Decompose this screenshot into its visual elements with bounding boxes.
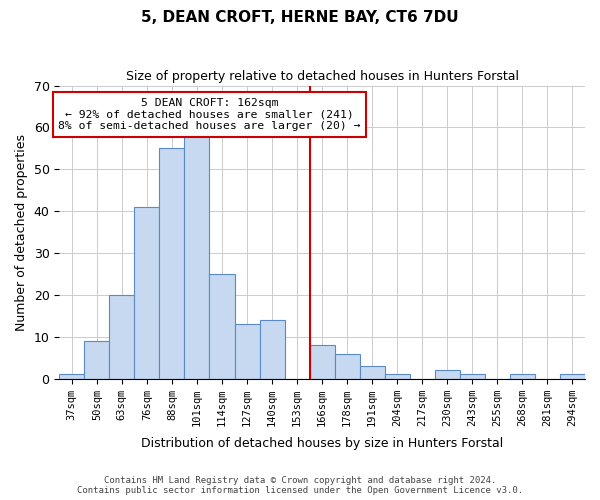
Bar (235, 324, 260, 378)
X-axis label: Distribution of detached houses by size in Hunters Forstal: Distribution of detached houses by size … (141, 437, 503, 450)
Bar (435, 370, 460, 378)
Bar (260, 320, 284, 378)
Bar (510, 374, 535, 378)
Y-axis label: Number of detached properties: Number of detached properties (15, 134, 28, 330)
Bar (385, 374, 410, 378)
Text: 5, DEAN CROFT, HERNE BAY, CT6 7DU: 5, DEAN CROFT, HERNE BAY, CT6 7DU (141, 10, 459, 25)
Bar (59, 374, 85, 378)
Bar (134, 207, 160, 378)
Bar (85, 341, 109, 378)
Text: Contains HM Land Registry data © Crown copyright and database right 2024.
Contai: Contains HM Land Registry data © Crown c… (77, 476, 523, 495)
Bar (560, 374, 585, 378)
Bar (335, 354, 359, 378)
Text: 5 DEAN CROFT: 162sqm
← 92% of detached houses are smaller (241)
8% of semi-detac: 5 DEAN CROFT: 162sqm ← 92% of detached h… (58, 98, 361, 132)
Bar (160, 148, 184, 378)
Bar (109, 295, 134, 378)
Title: Size of property relative to detached houses in Hunters Forstal: Size of property relative to detached ho… (125, 70, 518, 83)
Bar (184, 136, 209, 378)
Bar (359, 366, 385, 378)
Bar (310, 345, 335, 378)
Bar (460, 374, 485, 378)
Bar (209, 274, 235, 378)
